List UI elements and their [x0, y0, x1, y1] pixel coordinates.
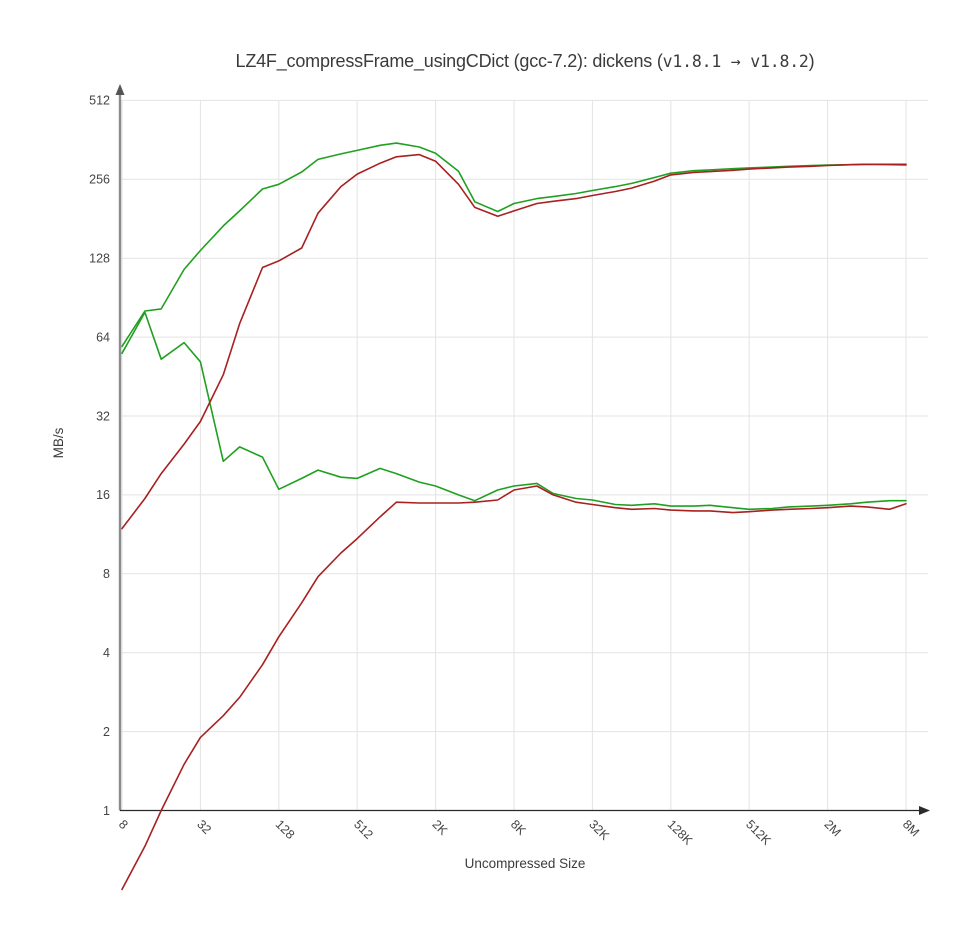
chart-title-prefix: LZ4F_compressFrame_usingCDict (gcc-7.2):…	[235, 51, 663, 71]
x-tick-label: 8K	[508, 817, 529, 838]
y-tick-label: 8	[103, 567, 110, 581]
chart-title-versions: v1.8.1 → v1.8.2	[662, 52, 809, 71]
x-tick-label: 128K	[665, 817, 696, 848]
x-axis	[120, 806, 930, 815]
gridlines	[120, 99, 928, 811]
x-tick-label: 512K	[743, 817, 774, 848]
series-v1.8.2-green-lower	[121, 311, 907, 511]
y-tick-label: 128	[89, 252, 110, 266]
x-tick-label: 2M	[821, 817, 843, 839]
y-tick-label: 1	[103, 804, 110, 818]
x-tick-label: 32	[194, 817, 214, 837]
y-tick-label: 512	[89, 94, 110, 108]
x-tick-label: 8M	[900, 817, 922, 839]
y-axis	[115, 84, 125, 811]
y-tick-labels: 1 2 4 8 16 32 64 128 256 512	[89, 94, 110, 818]
x-tick-label: 2K	[429, 817, 450, 838]
chart-title: LZ4F_compressFrame_usingCDict (gcc-7.2):…	[70, 51, 980, 72]
x-tick-labels: 8 32 128 512 2K 8K 32K 128K 512K 2M 8M	[116, 817, 922, 848]
y-axis-arrow-icon	[115, 84, 125, 95]
y-tick-label: 64	[96, 330, 110, 344]
series-v1.8.1-red-upper	[121, 153, 907, 530]
chart-title-suffix: )	[808, 51, 815, 71]
x-tick-label: 128	[273, 817, 298, 842]
series-v1.8.1-red-lower	[121, 485, 907, 891]
x-tick-label: 512	[351, 817, 376, 842]
x-tick-label: 32K	[586, 817, 612, 843]
y-tick-label: 16	[96, 488, 110, 502]
y-tick-label: 2	[103, 725, 110, 739]
y-tick-label: 32	[96, 409, 110, 423]
y-tick-label: 256	[89, 173, 110, 187]
y-axis-title: MB/s	[51, 427, 66, 458]
y-tick-label: 4	[103, 646, 110, 660]
x-axis-arrow-icon	[919, 806, 930, 815]
x-tick-label: 8	[116, 817, 131, 832]
x-axis-title: Uncompressed Size	[465, 856, 586, 871]
